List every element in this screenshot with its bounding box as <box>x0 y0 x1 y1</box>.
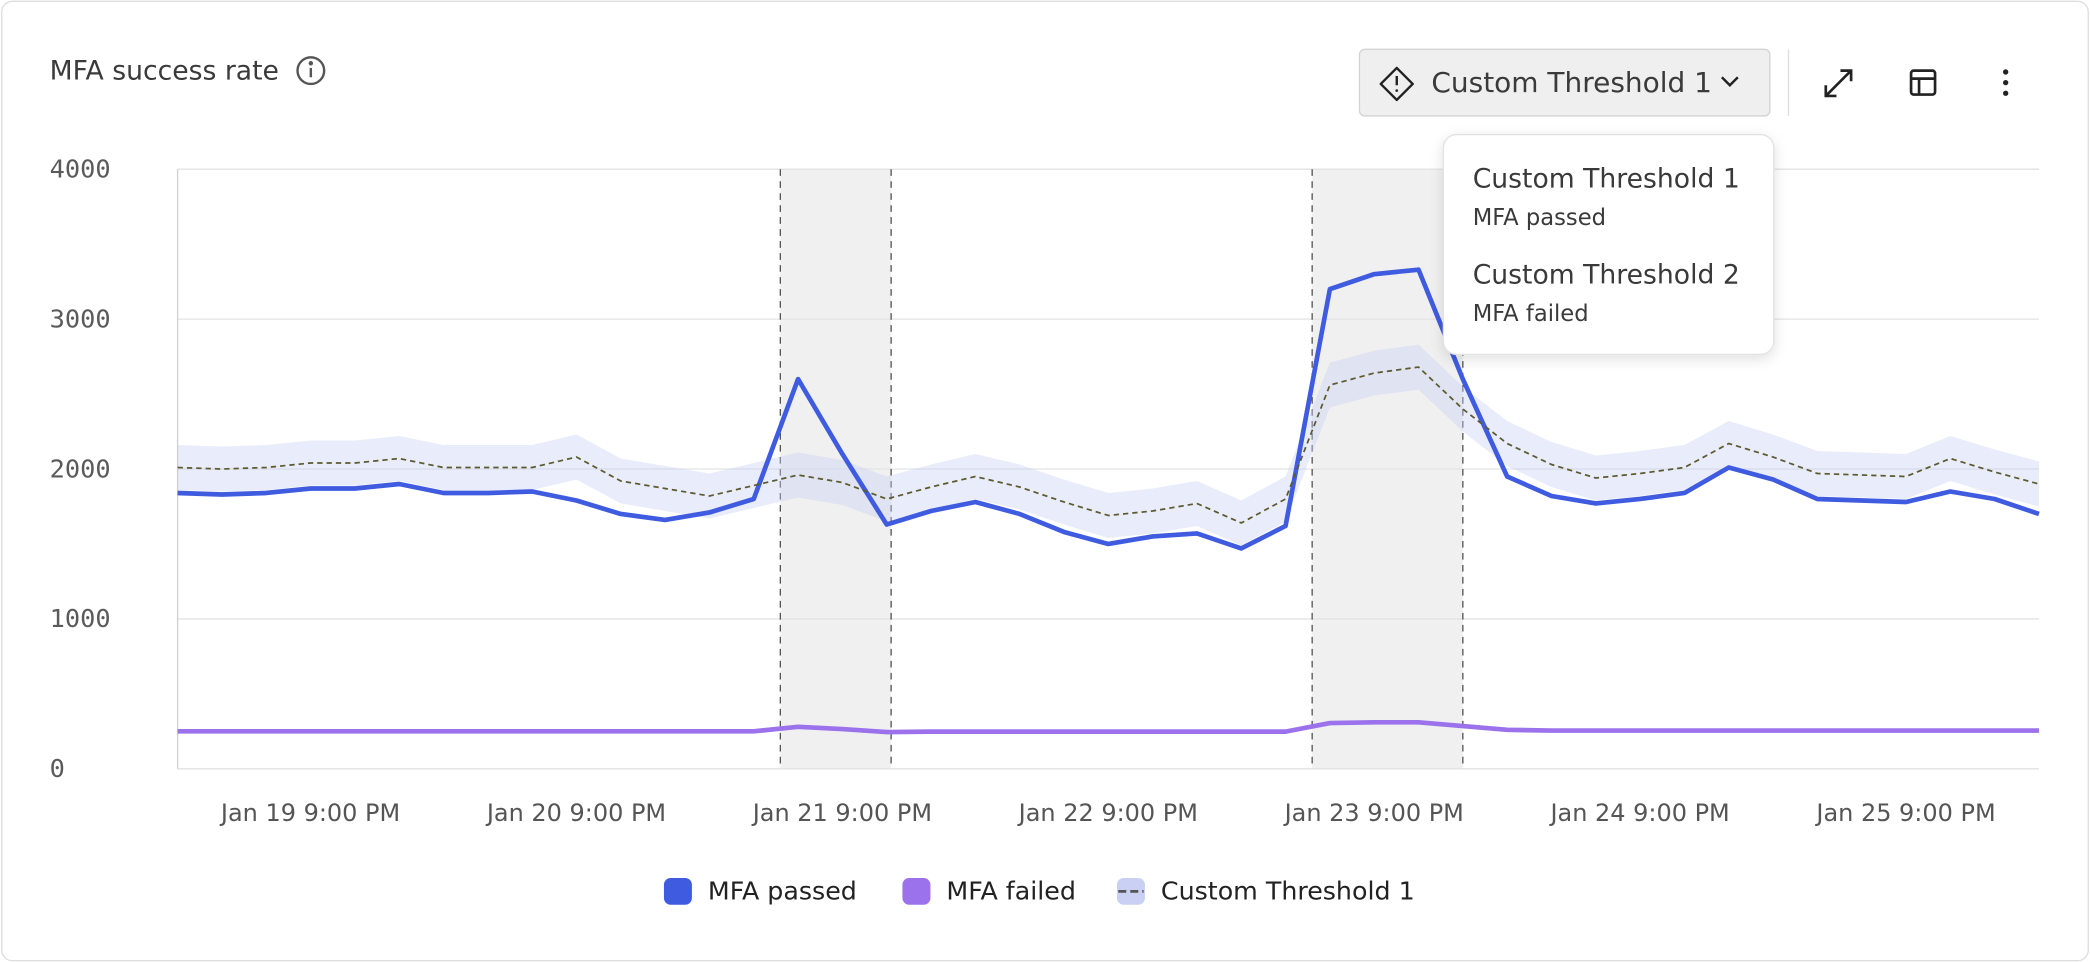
menu-item[interactable]: Custom Threshold 2 MFA failed <box>1473 259 1740 327</box>
y-tick-label: 2000 <box>50 454 111 483</box>
y-tick-label: 1000 <box>50 604 111 633</box>
legend-swatch <box>663 878 692 905</box>
threshold-line <box>177 366 2040 524</box>
x-tick-label: Jan 24 9:00 PM <box>1548 799 1729 827</box>
more-button[interactable] <box>2003 69 2009 96</box>
table-button[interactable] <box>1909 69 1937 96</box>
menu-item-metric[interactable]: MFA failed <box>1473 301 1589 327</box>
chart-title: MFA success rate <box>50 55 279 86</box>
legend-label: MFA passed <box>708 877 857 906</box>
expand-button[interactable] <box>1824 69 1853 98</box>
legend-label: MFA failed <box>946 877 1076 906</box>
legend-label: Custom Threshold 1 <box>1161 877 1415 906</box>
menu-item-name[interactable]: Custom Threshold 2 <box>1473 259 1740 290</box>
menu-item[interactable]: Custom Threshold 1 MFA passed <box>1473 163 1740 231</box>
x-tick-label: Jan 20 9:00 PM <box>485 799 666 827</box>
x-tick-label: Jan 21 9:00 PM <box>751 799 932 827</box>
series-line <box>177 720 2039 735</box>
series-line <box>177 267 2040 551</box>
legend-swatch <box>902 878 931 905</box>
x-tick-label: Jan 19 9:00 PM <box>219 799 400 827</box>
legend: MFA passed MFA failed Custom Threshold 1 <box>663 877 1415 906</box>
threshold-button[interactable]: Custom Threshold 1 <box>1358 48 1771 117</box>
y-tick-label: 4000 <box>50 155 111 184</box>
threshold-button-label[interactable]: Custom Threshold 1 <box>1431 66 1712 99</box>
x-tick-label: Jan 25 9:00 PM <box>1814 799 1995 827</box>
x-tick-label: Jan 23 9:00 PM <box>1283 799 1464 827</box>
menu-item-name[interactable]: Custom Threshold 1 <box>1473 163 1740 194</box>
threshold-band <box>177 344 2039 546</box>
plot-area: 0 1000 2000 3000 4000 Jan 19 9:00 PM Jan 20 9:… <box>50 155 2040 827</box>
y-tick-label: 0 <box>50 754 65 783</box>
menu-item-metric[interactable]: MFA passed <box>1473 205 1606 231</box>
info-icon[interactable] <box>296 56 326 86</box>
threshold-menu: Custom Threshold 1 MFA passed Custom Thr… <box>1442 133 1775 356</box>
x-tick-label: Jan 22 9:00 PM <box>1017 799 1198 827</box>
y-tick-label: 3000 <box>50 304 111 333</box>
